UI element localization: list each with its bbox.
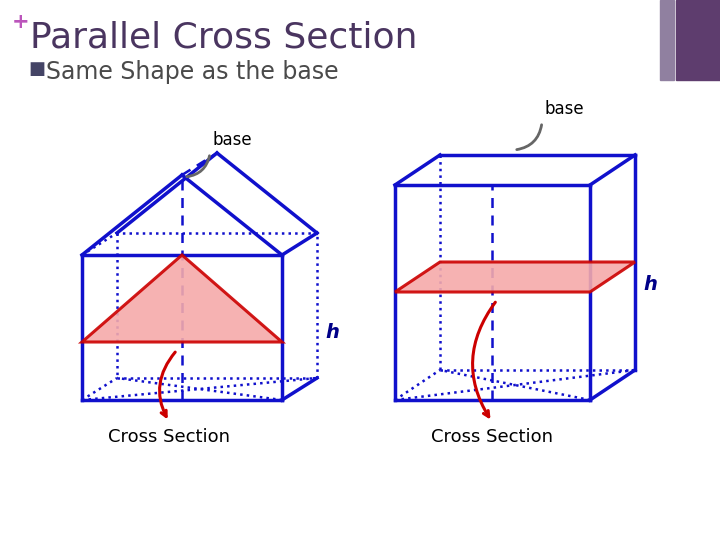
Text: base: base xyxy=(212,131,251,149)
Text: Parallel Cross Section: Parallel Cross Section xyxy=(30,20,418,54)
Bar xyxy=(676,0,720,80)
Text: Same Shape as the base: Same Shape as the base xyxy=(46,60,338,84)
Text: +: + xyxy=(12,12,30,32)
Polygon shape xyxy=(82,255,282,342)
Polygon shape xyxy=(395,262,635,292)
Text: h: h xyxy=(643,274,657,294)
Text: Cross Section: Cross Section xyxy=(431,428,553,446)
Text: ■: ■ xyxy=(28,60,45,78)
Text: Cross Section: Cross Section xyxy=(108,428,230,446)
Bar xyxy=(660,0,674,80)
Text: base: base xyxy=(544,100,584,118)
Text: h: h xyxy=(325,322,339,341)
